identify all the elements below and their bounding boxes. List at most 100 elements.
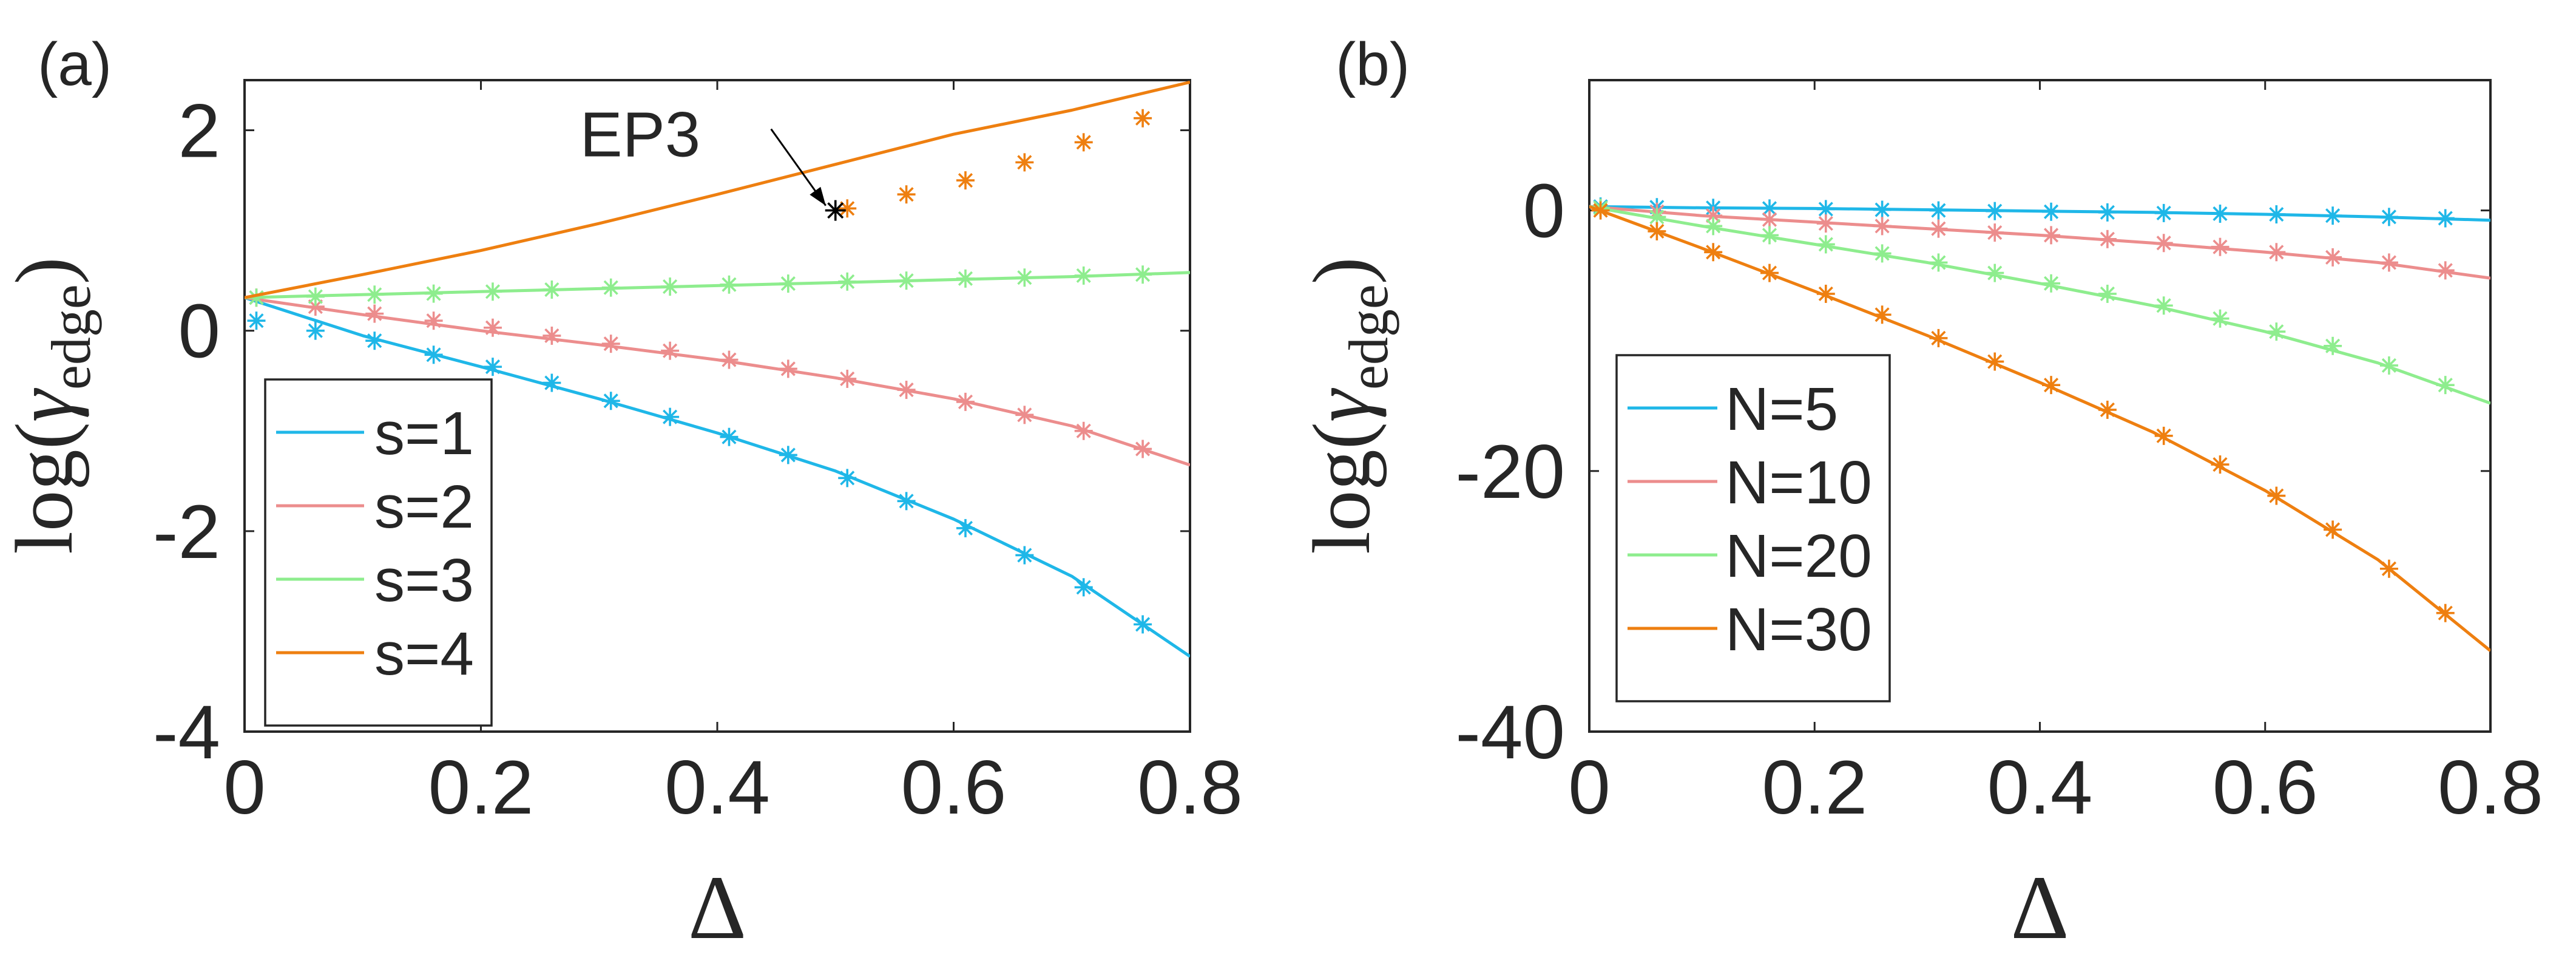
data-point-N=30 — [2098, 400, 2117, 419]
data-point-s=1 — [1015, 546, 1034, 565]
data-point-s=1 — [543, 373, 561, 392]
data-point-N=10 — [1704, 206, 1723, 225]
data-point-N=30-stroke — [1593, 203, 1608, 218]
data-point-N=20 — [2436, 376, 2455, 395]
legend-label: s=1 — [374, 399, 474, 467]
data-point-s=3-stroke — [663, 279, 678, 294]
data-point-s=3 — [365, 285, 384, 304]
data-point-s=4 — [1074, 133, 1093, 152]
data-point-N=20 — [1704, 217, 1723, 236]
data-point-N=10-stroke — [2269, 245, 2284, 260]
data-point-N=30-stroke — [2043, 378, 2059, 393]
data-point-s=2 — [601, 335, 620, 353]
data-point-N=20 — [1760, 226, 1779, 245]
data-point-s=4-stroke — [1135, 110, 1151, 126]
data-point-N=5-stroke — [2043, 204, 2059, 219]
data-point-N=10-stroke — [1706, 208, 1721, 223]
data-point-N=30 — [1816, 284, 1835, 303]
data-point-N=20-stroke — [2100, 286, 2115, 302]
panel-label: (b) — [1336, 30, 1410, 98]
data-point-N=20-stroke — [1706, 219, 1721, 234]
data-point-N=10-stroke — [1987, 225, 2003, 240]
data-point-N=20-stroke — [1931, 255, 1946, 270]
legend-label: N=20 — [1725, 522, 1872, 590]
data-point-s=2-stroke — [840, 371, 855, 387]
data-point-s=1 — [720, 427, 739, 446]
data-point-N=30 — [2042, 376, 2061, 395]
data-point-N=5 — [1873, 200, 1891, 219]
data-point-s=1-stroke — [663, 409, 678, 424]
data-point-N=30 — [2154, 426, 2173, 445]
chart-panel-a: 0 0.2 0.4 0.6 0.8 -4 -2 0 2 EP3 s=1s=2s=3s=4 (a) Δlo… — [0, 30, 1243, 958]
data-point-N=20 — [1816, 235, 1835, 254]
data-point-s=2 — [838, 369, 857, 388]
data-point-N=10 — [1760, 210, 1779, 229]
data-point-N=10 — [2379, 253, 2398, 272]
data-point-N=5 — [2042, 202, 2061, 221]
data-point-N=20-stroke — [1987, 265, 2003, 280]
data-point-s=1-stroke — [840, 471, 855, 486]
data-point-s=1-stroke — [544, 375, 559, 390]
chart-panel-b: 0 0.2 0.4 0.6 0.8-40-200N=5N=10N=20N=30(b)Δl… — [1297, 30, 2543, 958]
data-point-N=20 — [1986, 264, 2004, 282]
data-point-N=10-stroke — [2325, 250, 2341, 265]
data-point-s=1 — [601, 392, 620, 410]
data-layer — [1589, 197, 2490, 652]
data-point-N=10 — [2042, 226, 2061, 245]
data-point-s=3-stroke — [899, 273, 914, 288]
data-point-s=2 — [365, 304, 384, 323]
data-point-N=10 — [1929, 219, 1948, 238]
data-point-s=4 — [1015, 153, 1034, 172]
legend-label: N=5 — [1725, 375, 1838, 443]
x-tick-label: 0 — [1568, 746, 1611, 830]
data-point-s=1-stroke — [249, 313, 264, 328]
data-point-N=10-stroke — [2156, 236, 2171, 251]
data-point-N=30-stroke — [1987, 354, 2003, 369]
data-point-s=4-stroke — [840, 201, 855, 216]
data-point-s=3-stroke — [1076, 268, 1091, 283]
data-point-N=30-stroke — [2381, 561, 2397, 576]
data-point-N=10-stroke — [2381, 255, 2397, 270]
data-point-s=2-stroke — [603, 336, 618, 352]
data-point-N=30-stroke — [2100, 402, 2115, 418]
data-point-N=5-stroke — [2381, 209, 2397, 225]
data-point-N=5 — [2267, 205, 2286, 224]
data-point-s=1-stroke — [426, 347, 441, 362]
data-point-s=2 — [543, 326, 561, 345]
legend-label: s=4 — [374, 620, 474, 688]
data-point-s=3 — [306, 287, 325, 306]
data-point-s=3-stroke — [603, 280, 618, 295]
data-point-N=30 — [2211, 455, 2229, 474]
data-point-s=2-stroke — [780, 361, 796, 376]
data-point-s=1-stroke — [603, 393, 618, 409]
data-point-s=1 — [483, 358, 502, 376]
data-point-N=20-stroke — [2325, 338, 2341, 353]
data-point-s=1-stroke — [780, 447, 796, 463]
data-point-N=5 — [2379, 208, 2398, 226]
data-point-s=1 — [306, 321, 325, 340]
ep3-marker — [825, 200, 846, 221]
data-point-N=20-stroke — [2213, 311, 2228, 326]
data-point-s=3-stroke — [308, 289, 323, 304]
data-point-s=4-stroke — [958, 173, 973, 188]
data-point-s=4-stroke — [1076, 135, 1091, 150]
data-point-s=4-stroke — [899, 187, 914, 202]
data-point-s=3-stroke — [722, 277, 737, 292]
data-point-N=30-stroke — [2269, 488, 2284, 503]
data-point-s=3-stroke — [544, 282, 559, 298]
data-point-s=1-stroke — [367, 333, 382, 348]
data-point-N=5-stroke — [2438, 211, 2453, 226]
data-point-N=20 — [2267, 322, 2286, 341]
x-tick-label: 0.8 — [1137, 746, 1243, 830]
data-point-N=10-stroke — [2043, 228, 2059, 243]
y-tick-label: -4 — [153, 690, 220, 775]
data-point-N=5 — [2436, 209, 2455, 228]
data-point-N=10 — [2098, 229, 2117, 248]
data-point-N=30 — [2436, 604, 2455, 622]
data-point-s=2 — [1015, 406, 1034, 424]
series-line-N=30 — [1589, 205, 2490, 652]
data-point-N=10-stroke — [1762, 212, 1777, 227]
data-point-N=30 — [2267, 486, 2286, 505]
y-axis-label-symbol: γ — [0, 387, 90, 422]
data-point-N=5-stroke — [2325, 208, 2341, 223]
